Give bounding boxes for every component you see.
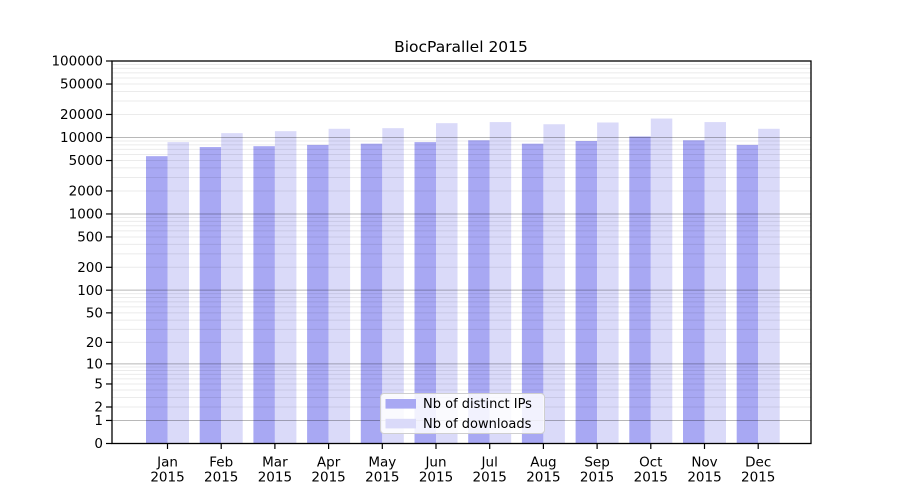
- x-tick-label-year: 2015: [687, 470, 721, 486]
- bar-ips-sep: [575, 141, 598, 444]
- y-tick-label: 1000: [69, 207, 103, 223]
- y-tick-label: 2000: [69, 184, 103, 200]
- plot-frame: [111, 60, 812, 445]
- y-tick-label: 20000: [60, 107, 103, 123]
- legend: Nb of distinct IPs Nb of downloads: [380, 393, 545, 434]
- x-tick-label-month: Jan: [156, 455, 178, 471]
- x-tick-label-year: 2015: [526, 470, 560, 486]
- y-tick-label: 10: [86, 356, 103, 372]
- x-tick-label-month: Jul: [481, 455, 498, 471]
- x-tick-label-year: 2015: [634, 470, 668, 486]
- x-tick-label-month: Feb: [209, 455, 233, 471]
- y-tick-label: 100000: [51, 54, 103, 70]
- legend-label-downloads: Nb of downloads: [423, 417, 532, 432]
- bar-ips-aug: [521, 143, 544, 444]
- bar-downloads-apr: [328, 128, 351, 444]
- bar-downloads-mar: [274, 131, 297, 444]
- bar-ips-oct: [629, 136, 651, 444]
- bar-downloads-oct: [650, 118, 673, 444]
- y-tick-label: 2: [94, 400, 103, 416]
- bar-downloads-jan: [167, 142, 189, 444]
- x-tick-label-month: May: [368, 455, 396, 471]
- bar-downloads-sep: [597, 122, 619, 444]
- x-tick-label-month: Apr: [317, 455, 341, 471]
- y-tick-label: 200: [77, 260, 103, 276]
- bar-ips-mar: [253, 146, 275, 444]
- x-tick-label-month: Sep: [584, 455, 609, 471]
- x-tick-label-month: Jun: [424, 455, 446, 471]
- bar-downloads-may: [382, 128, 404, 444]
- x-tick-label-year: 2015: [150, 470, 184, 486]
- y-tick-label: 1: [94, 413, 103, 429]
- x-tick-label-month: Nov: [691, 455, 717, 471]
- bar-ips-jan: [146, 156, 168, 444]
- y-tick-label: 50000: [60, 77, 103, 93]
- x-tick-label-year: 2015: [741, 470, 775, 486]
- x-tick-label-month: Dec: [745, 455, 771, 471]
- x-tick-label-year: 2015: [204, 470, 238, 486]
- legend-swatch-downloads: [385, 418, 416, 429]
- y-tick-label: 100: [77, 283, 103, 299]
- axes-group: 1000005000020000100005000200010005002001…: [51, 54, 812, 486]
- legend-label-ips: Nb of distinct IPs: [423, 397, 532, 412]
- bar-ips-apr: [307, 144, 329, 444]
- x-tick-label-year: 2015: [473, 470, 507, 486]
- bar-ips-jul: [468, 140, 490, 444]
- x-tick-label-month: Mar: [262, 455, 288, 471]
- chart-title: BiocParallel 2015: [394, 38, 528, 56]
- bar-downloads-feb: [221, 133, 243, 444]
- x-tick-label-year: 2015: [580, 470, 614, 486]
- bar-downloads-jul: [489, 122, 512, 444]
- bar-downloads-nov: [704, 122, 726, 444]
- x-tick-label-month: Aug: [530, 455, 556, 471]
- x-tick-label-year: 2015: [365, 470, 399, 486]
- legend-swatch-ips: [385, 399, 416, 409]
- bar-downloads-dec: [758, 128, 780, 444]
- y-tick-label: 5000: [69, 153, 103, 169]
- bar-ips-jun: [414, 142, 436, 444]
- x-tick-label-year: 2015: [419, 470, 453, 486]
- x-tick-label-year: 2015: [258, 470, 292, 486]
- x-tick-label-month: Oct: [639, 455, 662, 471]
- bars-group: [146, 118, 780, 444]
- bar-downloads-jun: [436, 123, 458, 444]
- bar-ips-feb: [199, 147, 222, 444]
- y-tick-label: 0: [94, 436, 103, 452]
- y-tick-label: 10000: [60, 130, 103, 146]
- y-tick-label: 50: [86, 305, 103, 321]
- bar-ips-dec: [736, 144, 759, 444]
- x-tick-label-year: 2015: [311, 470, 345, 486]
- y-tick-label: 20: [86, 335, 103, 351]
- y-tick-label: 500: [77, 230, 103, 246]
- legend-box: [380, 393, 545, 434]
- y-tick-label: 5: [94, 377, 103, 393]
- bar-downloads-aug: [543, 124, 565, 444]
- gridlines-group: [112, 60, 811, 421]
- bar-ips-nov: [683, 140, 705, 444]
- bar-ips-may: [360, 143, 383, 444]
